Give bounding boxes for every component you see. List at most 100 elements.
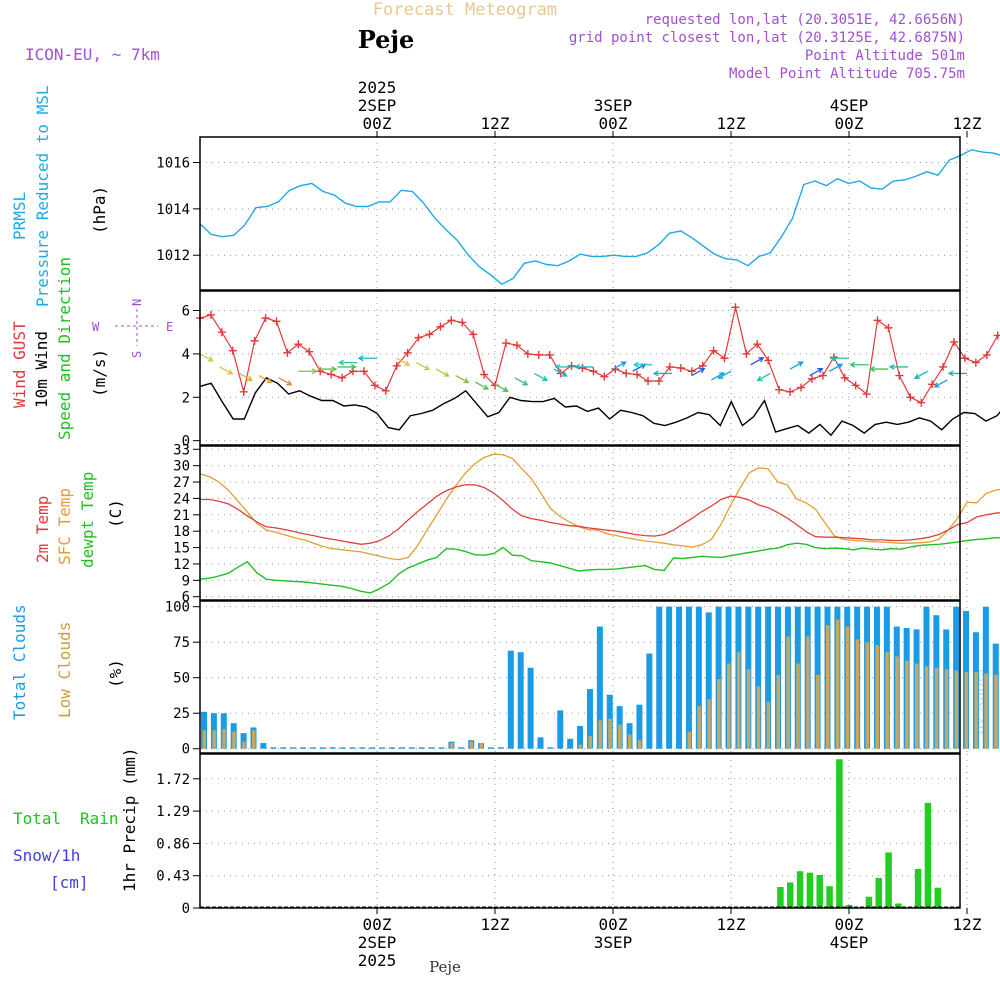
cloud-low-bar xyxy=(944,669,949,749)
wind-gust-marker xyxy=(294,340,303,349)
temp-ytick-label: 24 xyxy=(173,491,190,507)
cloud-low-bar xyxy=(994,674,998,749)
pressure-frame xyxy=(199,136,961,291)
wind-gust-marker xyxy=(720,354,729,363)
wind-arrow xyxy=(789,361,804,370)
cloud-low-bar xyxy=(242,741,246,749)
temp-sfc-line xyxy=(199,453,1000,561)
cloud-total-bar xyxy=(319,747,326,749)
temp-ytick-label: 9 xyxy=(182,573,190,589)
top-xtick-label: 2025 xyxy=(358,78,397,97)
total-label: Total xyxy=(13,809,61,828)
wind-ytick-label: 4 xyxy=(182,347,190,363)
bottom-xtick-label: 00Z xyxy=(835,915,864,934)
cloud-total-bar xyxy=(359,747,366,749)
cloud-low-bar xyxy=(825,625,830,749)
cloud-low-bar xyxy=(924,666,929,749)
cloud-low-bar xyxy=(707,699,711,749)
clouds-ytick-label: 0 xyxy=(182,742,190,758)
wind-gust-marker xyxy=(928,380,937,389)
cloud-total-bar xyxy=(596,626,603,749)
wind-grid: 0 2 4 6 xyxy=(182,291,968,450)
rain-label: Rain xyxy=(80,809,119,828)
wind-gust-marker xyxy=(654,377,663,386)
cloud-low-bar xyxy=(845,626,850,749)
wind-arrow xyxy=(416,362,431,371)
cloud-total-bar xyxy=(280,747,287,749)
cloud-low-bar xyxy=(786,636,790,749)
wind-gust-marker xyxy=(917,398,926,407)
wind-gust-marker xyxy=(797,383,806,392)
model-point-altitude: Model Point Altitude 705.75m xyxy=(729,66,965,82)
point-altitude: Point Altitude 501m xyxy=(805,48,965,64)
top-xtick-label: 00Z xyxy=(835,114,864,133)
cloud-low-bar xyxy=(449,743,454,749)
top-xtick-label: 12Z xyxy=(717,114,746,133)
wind-gust-marker xyxy=(862,390,871,399)
pressure-label-2: Pressure Reduced to MSL xyxy=(33,85,52,307)
wind-arrow xyxy=(357,355,377,362)
wind-gust-marker xyxy=(250,336,259,345)
compass-north: N xyxy=(130,299,144,306)
wind-gust-marker xyxy=(589,367,598,376)
wind-gust-marker xyxy=(458,318,467,327)
wind-ytick-label: 6 xyxy=(182,304,190,320)
wind-gust-marker xyxy=(993,331,1000,340)
rain-bar xyxy=(816,874,823,908)
wind-arrow xyxy=(750,357,765,366)
wind-frame xyxy=(199,290,961,446)
wind-arrow xyxy=(514,377,529,386)
rain-bar xyxy=(875,877,882,908)
wind-gust-marker xyxy=(414,333,423,342)
pressure-grid: 1012 1014 1016 xyxy=(156,137,968,290)
temp-ytick-label: 6 xyxy=(182,590,190,606)
wind-gust-marker xyxy=(239,387,248,396)
temp-dew-label: dewpt Temp xyxy=(78,472,97,568)
wind-gust-marker xyxy=(840,373,849,382)
wind-speed-line xyxy=(199,376,1000,437)
precip-ytick-label: 0 xyxy=(182,901,190,917)
cloud-low-bar xyxy=(212,730,216,749)
wind-arrow xyxy=(494,383,509,392)
wind-gust-marker xyxy=(873,316,882,325)
wind-gust-marker xyxy=(480,370,489,379)
wind-gust-marker xyxy=(906,393,915,402)
cloud-total-bar xyxy=(537,737,544,749)
cloud-low-bar xyxy=(608,718,612,749)
cloud-low-bar xyxy=(865,642,870,749)
wind-gust-marker xyxy=(305,347,314,356)
precip-grid: 0 0.43 0.86 1.29 1.72 xyxy=(156,754,968,917)
cloud-low-bar xyxy=(232,731,236,749)
top-xtick-label: 00Z xyxy=(599,114,628,133)
wind-gust-marker xyxy=(261,314,270,323)
cloud-low-bar xyxy=(895,656,899,749)
pressure-unit: (hPa) xyxy=(90,186,109,234)
clouds-ytick-label: 25 xyxy=(173,706,190,722)
cloud-low-bar xyxy=(885,652,889,749)
wind-gust-marker xyxy=(622,369,631,378)
cloud-low-bar xyxy=(855,639,860,749)
rain-bar xyxy=(787,882,794,908)
cloud-low-bar xyxy=(756,686,761,749)
cloud-low-bar xyxy=(202,730,206,749)
bottom-xtick-label: 12Z xyxy=(717,915,746,934)
cloud-low-bar xyxy=(806,636,810,749)
temp-2m-label: 2m Temp xyxy=(33,496,52,563)
cloud-total-bar xyxy=(666,606,673,749)
cloud-total-bar xyxy=(646,653,653,749)
wind-gust-marker xyxy=(895,371,904,380)
bottom-xtick-label: 2025 xyxy=(358,951,397,970)
rain-bar xyxy=(796,871,804,908)
bottom-xtick-label: 12Z xyxy=(481,915,510,934)
wind-gust-marker xyxy=(753,340,762,349)
pressure-ytick-label: 1016 xyxy=(156,156,190,172)
wind-10m-label: 10m Wind xyxy=(32,331,51,408)
wind-gust-marker xyxy=(764,356,773,365)
wind-arrow xyxy=(632,361,653,368)
cloud-low-bar xyxy=(796,663,800,749)
wind-gust-marker xyxy=(960,354,969,363)
wind-gust-marker xyxy=(425,330,434,339)
compass-east: E xyxy=(166,320,173,334)
requested-coords: requested lon,lat (20.3051E, 42.6656N) xyxy=(645,12,965,28)
